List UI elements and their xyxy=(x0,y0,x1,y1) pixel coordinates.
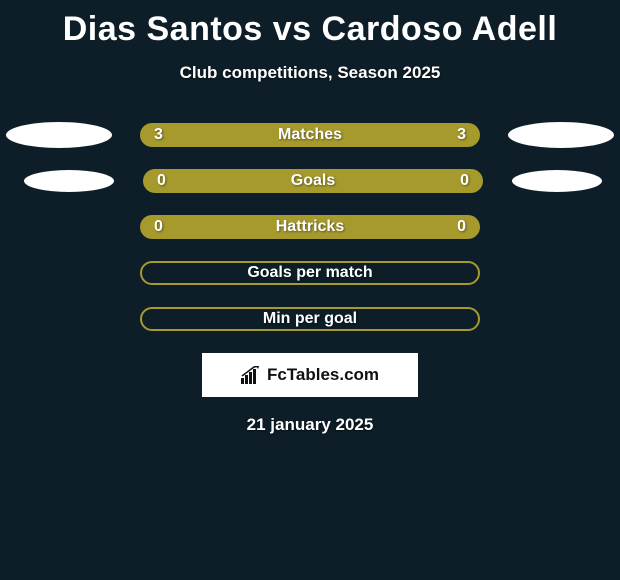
stat-label: Goals xyxy=(143,172,483,190)
stat-right-value: 0 xyxy=(457,218,466,236)
stat-right-value: 3 xyxy=(457,126,466,144)
stat-label: Hattricks xyxy=(140,218,480,236)
stat-row: 0Goals0 xyxy=(0,169,620,193)
stat-bar: Min per goal xyxy=(140,307,480,331)
subtitle: Club competitions, Season 2025 xyxy=(0,63,620,83)
player-right-marker xyxy=(508,122,614,148)
stat-bar: 0Hattricks0 xyxy=(140,215,480,239)
stat-left-value: 3 xyxy=(154,126,163,144)
stat-row: 0Hattricks0 xyxy=(0,215,620,239)
stat-left-value: 0 xyxy=(154,218,163,236)
stat-right-value: 0 xyxy=(460,172,469,190)
page-title: Dias Santos vs Cardoso Adell xyxy=(0,0,620,49)
stat-bar: 3Matches3 xyxy=(140,123,480,147)
stat-label: Min per goal xyxy=(142,310,478,328)
stat-label: Matches xyxy=(140,126,480,144)
stat-bar: Goals per match xyxy=(140,261,480,285)
logo-box: FcTables.com xyxy=(202,353,418,397)
stat-row: Min per goal xyxy=(0,307,620,331)
stat-row: 3Matches3 xyxy=(0,123,620,147)
stat-row: Goals per match xyxy=(0,261,620,285)
player-left-marker xyxy=(24,170,114,192)
stat-left-value: 0 xyxy=(157,172,166,190)
chart-icon xyxy=(241,366,261,384)
stats-block: 3Matches30Goals00Hattricks0Goals per mat… xyxy=(0,123,620,331)
date-label: 21 january 2025 xyxy=(0,415,620,435)
stat-bar: 0Goals0 xyxy=(143,169,483,193)
player-left-marker xyxy=(6,122,112,148)
stat-label: Goals per match xyxy=(142,264,478,282)
logo-text: FcTables.com xyxy=(267,365,379,385)
player-right-marker xyxy=(512,170,602,192)
